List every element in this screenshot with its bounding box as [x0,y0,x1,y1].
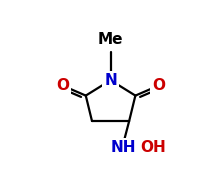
Text: O: O [152,78,165,93]
Text: NH: NH [111,140,137,155]
Text: OH: OH [140,140,166,155]
Text: Me: Me [98,32,123,47]
Text: N: N [104,73,117,88]
Text: O: O [56,78,69,93]
